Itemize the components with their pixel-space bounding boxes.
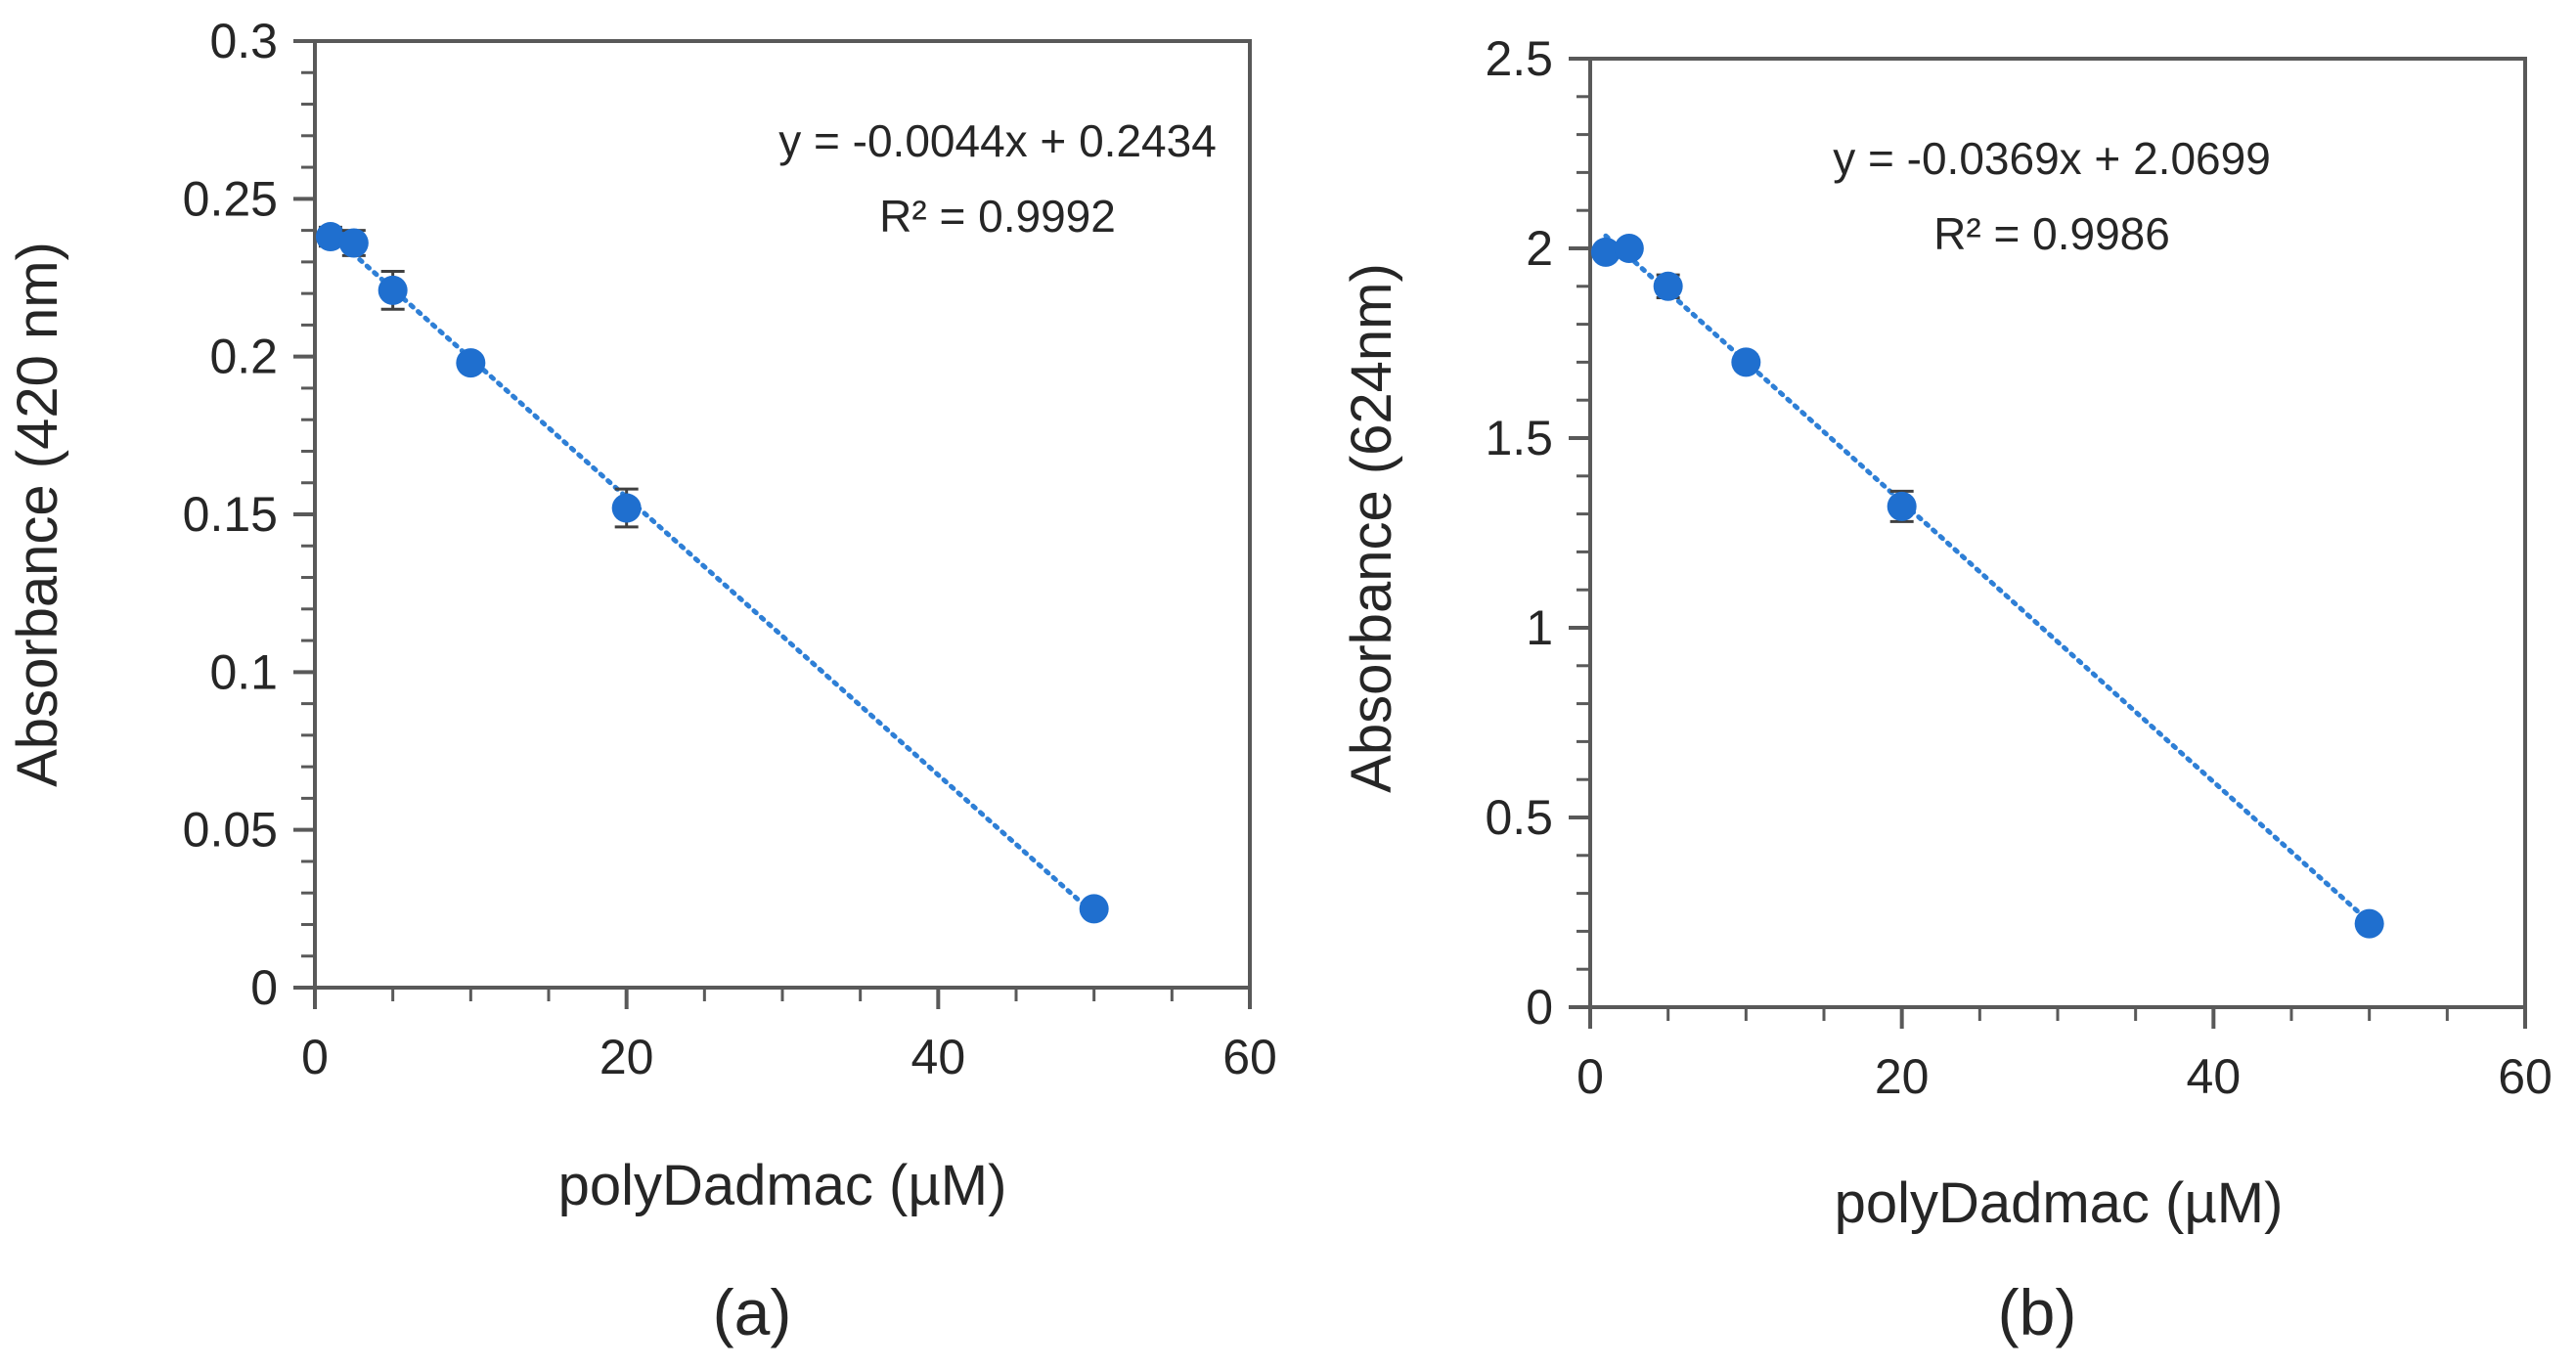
trendline-equation: y = -0.0044x + 0.2434 xyxy=(778,115,1217,166)
x-tick-label: 40 xyxy=(911,1030,966,1084)
y-tick-label: 0.05 xyxy=(183,803,278,858)
panel-label: (b) xyxy=(1998,1276,2077,1348)
data-point xyxy=(1887,491,1917,521)
x-axis-title: polyDadmac (µM) xyxy=(1835,1171,2284,1235)
y-tick-label: 1.5 xyxy=(1485,411,1553,465)
x-tick-label: 60 xyxy=(2498,1049,2553,1104)
plot-frame xyxy=(1588,57,2527,1009)
panel-label: (a) xyxy=(713,1276,792,1348)
y-tick-label: 0.25 xyxy=(183,171,278,226)
data-point xyxy=(1731,347,1761,377)
x-tick-label: 20 xyxy=(1875,1049,1930,1104)
r-squared: R² = 0.9992 xyxy=(879,191,1116,242)
data-point xyxy=(338,228,369,258)
y-tick-label: 0 xyxy=(250,960,278,1015)
x-tick-label: 0 xyxy=(301,1030,329,1084)
data-point xyxy=(2354,908,2384,939)
x-tick-label: 0 xyxy=(1577,1049,1604,1104)
trendline xyxy=(328,231,1097,916)
chart-b: 0 20 40 60 0 0.5 1 1.5 2 2.5 y = -0.0369x + 2.0699… xyxy=(1340,31,2553,1348)
y-axis-title: Absorbance (420 nm) xyxy=(6,242,69,787)
y-tick-label: 0.5 xyxy=(1485,790,1553,845)
y-axis-title: Absorbance (624nm) xyxy=(1340,263,1403,793)
r-squared: R² = 0.9986 xyxy=(1933,208,2170,259)
data-point xyxy=(1653,271,1683,301)
y-tick-label: 1 xyxy=(1526,600,1553,655)
trendline xyxy=(1603,233,2373,925)
y-tick-label: 0 xyxy=(1526,980,1553,1035)
data-point xyxy=(378,275,408,305)
data-point xyxy=(456,348,486,378)
chart-a: 0 20 40 60 0 0.05 0.1 0.15 0.2 0.25 0.3 y = -0.0044… xyxy=(6,14,1277,1348)
x-tick-label: 20 xyxy=(600,1030,654,1084)
y-tick-label: 0.15 xyxy=(183,487,278,542)
y-tick-label: 2.5 xyxy=(1485,31,1553,86)
y-tick-label: 0.3 xyxy=(209,14,278,68)
data-point xyxy=(1590,237,1621,267)
trendline-equation: y = -0.0369x + 2.0699 xyxy=(1833,133,2271,184)
y-tick-label: 0.2 xyxy=(209,330,278,384)
data-point xyxy=(1614,234,1644,263)
data-point xyxy=(1079,894,1109,924)
x-tick-label: 40 xyxy=(2187,1049,2242,1104)
y-tick-label: 2 xyxy=(1526,221,1553,276)
x-axis-title: polyDadmac (µM) xyxy=(558,1154,1007,1217)
y-tick-label: 0.1 xyxy=(209,644,278,699)
plot-frame xyxy=(313,39,1252,990)
data-point xyxy=(315,222,345,252)
x-tick-label: 60 xyxy=(1222,1030,1277,1084)
data-point xyxy=(611,493,642,523)
